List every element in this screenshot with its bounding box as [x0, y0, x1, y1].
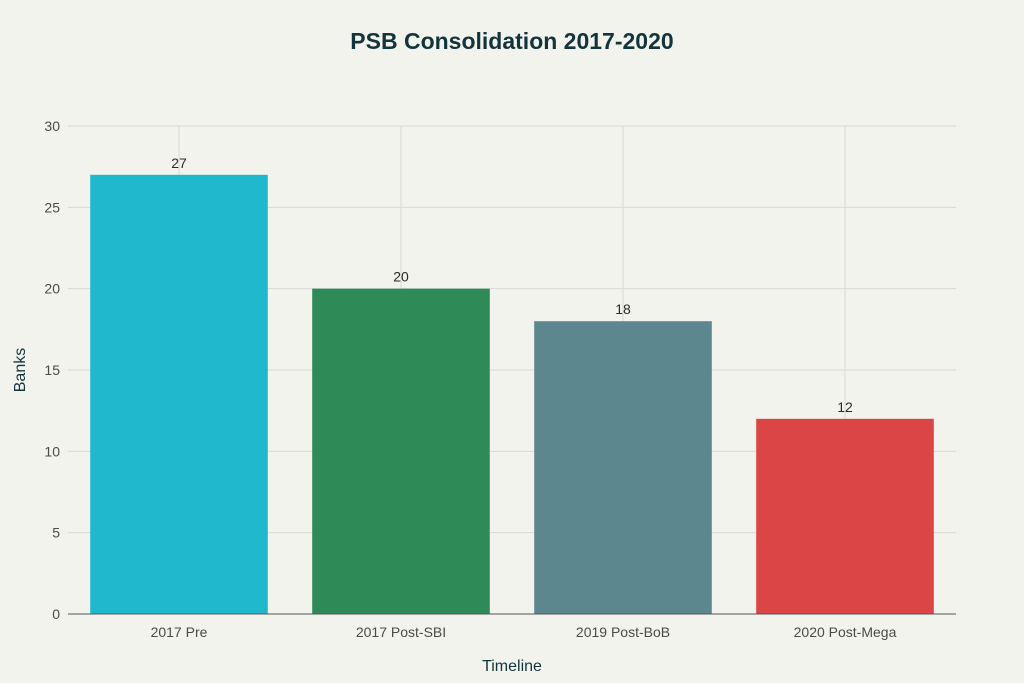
x-axis-title: Timeline: [482, 658, 542, 675]
y-tick-label: 20: [44, 281, 60, 297]
data-label: 20: [393, 269, 409, 285]
bar: [90, 174, 268, 615]
bar: [756, 418, 934, 614]
bars: [90, 174, 934, 615]
x-tick-label: 2017 Post-SBI: [356, 624, 446, 640]
y-tick-label: 15: [44, 362, 60, 378]
x-tick-label: 2020 Post-Mega: [794, 624, 897, 640]
y-tick-label: 25: [44, 199, 60, 215]
data-label: 18: [615, 301, 631, 317]
y-tick-label: 5: [52, 525, 60, 541]
data-label: 12: [837, 399, 853, 415]
x-tick-label: 2019 Post-BoB: [576, 624, 670, 640]
y-tick-label: 30: [44, 118, 60, 134]
y-tick-label: 10: [44, 443, 60, 459]
bar: [312, 288, 490, 614]
axes: 0 5 10 15 20 25 30 2017 Pre 2017 Post-SBI 2019 Po…: [44, 118, 956, 640]
y-axis-title: Banks: [12, 348, 29, 392]
data-labels: 27 20 18 12: [171, 155, 853, 415]
x-tick-label: 2017 Pre: [151, 624, 208, 640]
y-tick-label: 0: [52, 606, 60, 622]
bar: [534, 321, 712, 614]
chart-title: PSB Consolidation 2017-2020: [350, 28, 674, 54]
data-label: 27: [171, 155, 187, 171]
